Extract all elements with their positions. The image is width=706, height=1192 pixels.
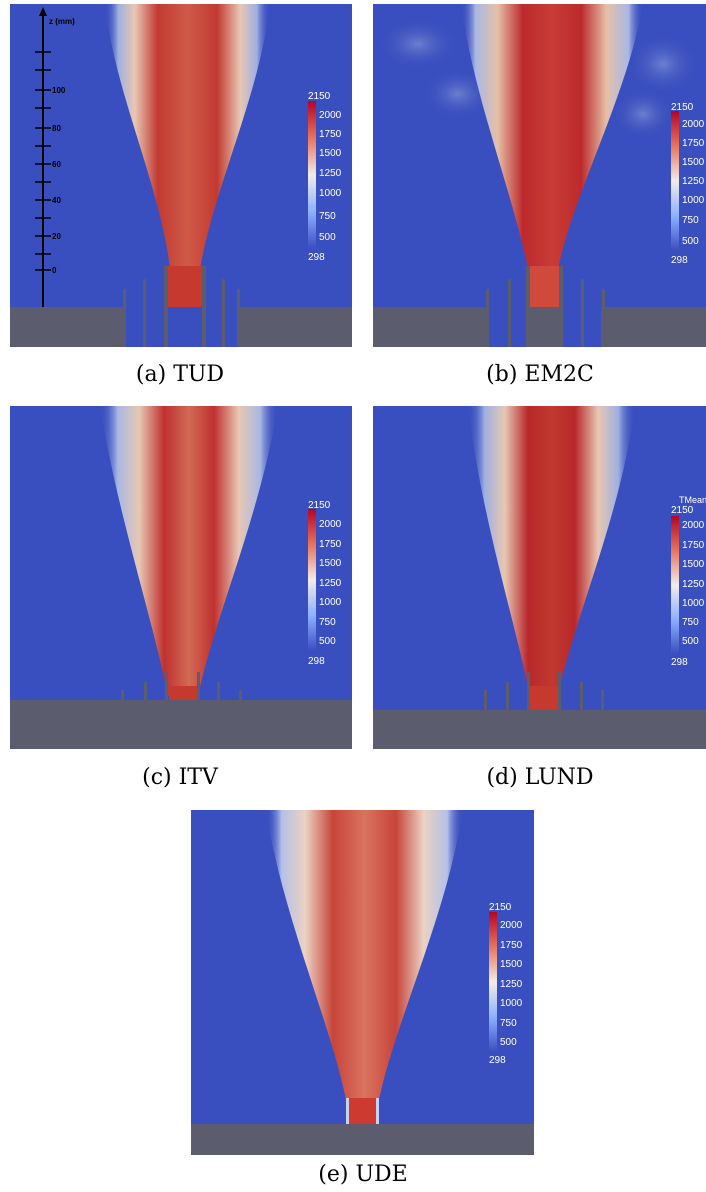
burner-base	[10, 700, 352, 749]
colorbar-min: 298	[308, 252, 325, 263]
burner-base	[373, 710, 706, 749]
z-tick-60: 60	[52, 160, 61, 169]
flame	[266, 810, 463, 1110]
panel-e: 2150 2000 1750 1500 1250 1000 750 500 29…	[191, 810, 534, 1155]
colorbar-max: 2150	[308, 91, 331, 102]
colorbar-tick: 1500	[682, 157, 705, 168]
colorbar-tick: 1750	[682, 540, 705, 551]
z-tick-20: 20	[52, 232, 61, 241]
temperature-field-c: 2150 2000 1750 1500 1250 1000 750 500 29…	[10, 406, 352, 749]
colorbar-tick: 1250	[682, 176, 705, 187]
colorbar-tick: 1750	[319, 539, 342, 550]
colorbar-tick: 500	[319, 232, 336, 243]
caption-d: (d) LUND	[486, 765, 594, 790]
colorbar: TMean 2150 2000 1750 1500 1250 1000 750 …	[671, 495, 706, 668]
colorbar-tick: 750	[500, 1018, 517, 1029]
colorbar: 2150 2000 1750 1500 1250 1000 750 500 29…	[308, 500, 342, 667]
colorbar-tick: 1000	[319, 597, 342, 608]
colorbar-tick: 500	[682, 636, 699, 647]
colorbar-tick: 1500	[319, 148, 342, 159]
colorbar-tick: 750	[319, 211, 336, 222]
colorbar-min: 298	[671, 657, 688, 668]
colorbar-tick: 1750	[319, 129, 342, 140]
z-tick-100: 100	[52, 86, 66, 95]
colorbar-tick: 750	[319, 617, 336, 628]
colorbar-tick: 1000	[319, 188, 342, 199]
temperature-field-a: z (mm) 100 80 60 40 20 0	[10, 4, 352, 347]
colorbar-tick: 1000	[682, 195, 705, 206]
temperature-field-b: 2150 2000 1750 1500 1250 1000 750 500 29…	[373, 4, 706, 347]
colorbar-min: 298	[308, 656, 325, 667]
colorbar-min: 298	[489, 1055, 506, 1066]
colorbar-max: 2150	[671, 505, 694, 516]
colorbar-tick: 2000	[682, 520, 705, 531]
colorbar-tick: 1750	[500, 940, 523, 951]
colorbar-tick: 2000	[319, 110, 342, 121]
colorbar-max: 2150	[671, 102, 694, 113]
colorbar-tick: 1000	[682, 598, 705, 609]
temperature-field-e: 2150 2000 1750 1500 1250 1000 750 500 29…	[191, 810, 534, 1155]
panel-b: 2150 2000 1750 1500 1250 1000 750 500 29…	[373, 4, 706, 347]
colorbar-tick: 2000	[500, 920, 523, 931]
caption-b: (b) EM2C	[486, 362, 594, 387]
burner-base	[191, 1124, 534, 1155]
z-tick-40: 40	[52, 196, 61, 205]
colorbar-tick: 500	[500, 1037, 517, 1048]
colorbar: 2150 2000 1750 1500 1250 1000 750 500 29…	[671, 102, 705, 266]
colorbar-tick: 1500	[500, 959, 523, 970]
panel-d: TMean 2150 2000 1750 1500 1250 1000 750 …	[373, 406, 706, 749]
colorbar-tick: 1500	[319, 558, 342, 569]
panel-a: z (mm) 100 80 60 40 20 0	[10, 4, 352, 347]
z-axis-label: z (mm)	[49, 17, 75, 26]
z-axis: z (mm) 100 80 60 40 20 0	[35, 7, 75, 307]
flame	[100, 406, 278, 696]
colorbar-title: TMean	[679, 495, 706, 505]
temperature-field-d: TMean 2150 2000 1750 1500 1250 1000 750 …	[373, 406, 706, 749]
caption-a: (a) TUD	[135, 362, 225, 387]
colorbar-max: 2150	[489, 902, 512, 913]
colorbar-tick: 500	[682, 236, 699, 247]
colorbar-tick: 1250	[500, 979, 523, 990]
flame	[468, 406, 635, 696]
z-tick-80: 80	[52, 124, 61, 133]
colorbar-tick: 750	[682, 617, 699, 628]
flame	[461, 4, 643, 269]
colorbar-tick: 2000	[682, 119, 705, 130]
colorbar-tick: 1250	[319, 578, 342, 589]
colorbar-tick: 750	[682, 215, 699, 226]
colorbar-tick: 500	[319, 636, 336, 647]
flame	[105, 4, 270, 269]
colorbar-tick: 1750	[682, 138, 705, 149]
colorbar: 2150 2000 1750 1500 1250 1000 750 500 29…	[489, 902, 523, 1066]
colorbar: 2150 2000 1750 1500 1250 1000 750 500 29…	[308, 91, 342, 263]
colorbar-tick: 2000	[319, 519, 342, 530]
colorbar-tick: 1000	[500, 998, 523, 1009]
colorbar-min: 298	[671, 255, 688, 266]
panel-c: 2150 2000 1750 1500 1250 1000 750 500 29…	[10, 406, 352, 749]
z-axis-ticks	[35, 51, 51, 271]
caption-e: (e) UDE	[318, 1162, 408, 1187]
colorbar-max: 2150	[308, 500, 331, 511]
z-tick-0: 0	[52, 266, 57, 275]
colorbar-tick: 1250	[682, 579, 705, 590]
colorbar-tick: 1500	[682, 559, 705, 570]
caption-c: (c) ITV	[142, 765, 218, 790]
colorbar-tick: 1250	[319, 168, 342, 179]
